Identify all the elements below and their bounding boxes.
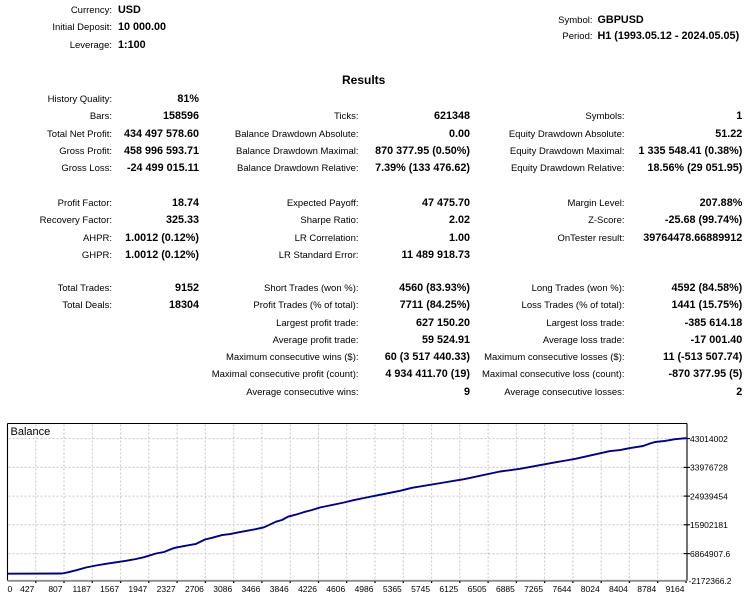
svg-text:0: 0 <box>8 584 13 594</box>
svg-text:7644: 7644 <box>552 584 571 594</box>
svg-text:1567: 1567 <box>100 584 119 594</box>
svg-text:427: 427 <box>20 584 34 594</box>
svg-text:807: 807 <box>48 584 62 594</box>
svg-text:4606: 4606 <box>326 584 345 594</box>
svg-text:15902181: 15902181 <box>690 520 728 530</box>
svg-text:8404: 8404 <box>609 584 628 594</box>
svg-text:1947: 1947 <box>128 584 147 594</box>
svg-text:3466: 3466 <box>241 584 260 594</box>
svg-text:Balance: Balance <box>11 426 51 438</box>
svg-text:4986: 4986 <box>355 584 374 594</box>
svg-text:24939454: 24939454 <box>690 491 728 501</box>
svg-text:8024: 8024 <box>581 584 600 594</box>
svg-text:-2172366.2: -2172366.2 <box>689 576 732 586</box>
svg-text:6885: 6885 <box>496 584 515 594</box>
svg-text:2706: 2706 <box>185 584 204 594</box>
svg-text:4226: 4226 <box>298 584 317 594</box>
svg-text:1187: 1187 <box>73 584 92 594</box>
svg-text:3846: 3846 <box>270 584 289 594</box>
svg-text:2327: 2327 <box>157 584 176 594</box>
svg-text:7265: 7265 <box>524 584 543 594</box>
svg-text:6864907.6: 6864907.6 <box>690 549 730 559</box>
svg-text:43014002: 43014002 <box>690 434 728 444</box>
svg-text:5365: 5365 <box>383 584 402 594</box>
svg-text:6505: 6505 <box>468 584 487 594</box>
svg-text:8784: 8784 <box>637 584 656 594</box>
svg-text:3086: 3086 <box>213 584 232 594</box>
svg-text:5745: 5745 <box>411 584 430 594</box>
svg-text:6125: 6125 <box>439 584 458 594</box>
svg-text:33976728: 33976728 <box>690 463 728 473</box>
svg-text:9164: 9164 <box>666 584 685 594</box>
